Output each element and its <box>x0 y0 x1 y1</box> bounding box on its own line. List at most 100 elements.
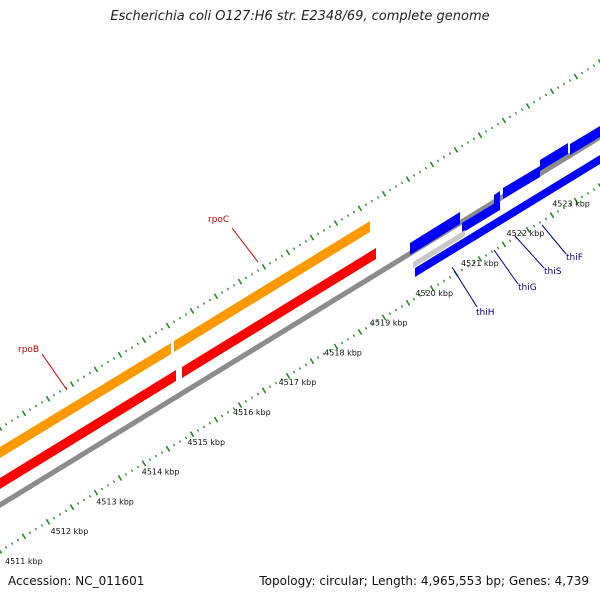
minor-tick <box>346 214 350 218</box>
kbp-label: 4518 kbp <box>324 348 362 357</box>
minor-tick <box>592 188 596 192</box>
kbp-label: 4514 kbp <box>142 468 180 477</box>
minor-tick <box>394 185 398 188</box>
kbp-label: 4512 kbp <box>51 527 89 536</box>
minor-tick <box>52 516 56 520</box>
minor-tick <box>202 302 206 305</box>
minor-tick <box>82 375 86 379</box>
minor-tick <box>10 419 14 423</box>
minor-tick <box>28 408 32 412</box>
minor-tick <box>148 335 152 338</box>
major-tick <box>189 307 195 314</box>
major-tick <box>597 182 600 188</box>
minor-tick <box>88 371 92 375</box>
minor-tick <box>280 378 284 381</box>
major-tick <box>45 395 51 402</box>
minor-tick <box>580 195 584 199</box>
gene-label-thiS: thiS <box>544 267 562 277</box>
thi-feature <box>462 200 500 233</box>
thi-feature <box>494 191 500 204</box>
major-tick <box>213 416 219 423</box>
major-tick <box>573 197 579 204</box>
minor-tick <box>586 67 590 71</box>
minor-tick <box>508 239 512 243</box>
minor-tick <box>178 316 182 320</box>
minor-tick <box>172 320 176 324</box>
minor-tick <box>202 425 206 429</box>
minor-tick <box>316 356 320 359</box>
minor-tick <box>580 71 584 75</box>
minor-tick <box>496 246 500 250</box>
minor-tick <box>448 152 452 155</box>
minor-tick <box>58 513 62 516</box>
minor-tick <box>40 401 44 404</box>
genome-title: Escherichia coli O127:H6 str. E2348/69, … <box>110 9 490 24</box>
major-tick <box>597 58 600 64</box>
major-tick <box>285 372 291 379</box>
minor-tick <box>16 415 20 419</box>
minor-tick <box>244 399 248 403</box>
major-tick <box>141 460 147 467</box>
major-tick <box>93 489 99 496</box>
minor-tick <box>532 224 536 228</box>
minor-tick <box>226 410 230 414</box>
minor-tick <box>268 261 272 265</box>
minor-tick <box>436 283 440 286</box>
minor-tick <box>436 159 440 163</box>
major-tick <box>477 255 483 263</box>
minor-tick <box>316 232 320 236</box>
minor-tick <box>10 542 14 546</box>
major-tick <box>525 226 531 233</box>
major-tick <box>357 205 363 212</box>
minor-tick <box>304 363 308 367</box>
minor-tick <box>52 393 56 397</box>
major-tick <box>549 88 555 95</box>
minor-tick <box>568 78 572 82</box>
minor-tick <box>112 480 116 484</box>
minor-tick <box>274 381 278 385</box>
minor-tick <box>448 275 452 279</box>
kbp-labels: 4511 kbp 4512 kbp 4513 kbp 4514 kbp 4515 kbp… <box>5 199 590 566</box>
minor-tick <box>154 331 158 335</box>
major-tick <box>261 263 267 270</box>
major-tick <box>0 426 3 432</box>
minor-tick <box>388 312 392 316</box>
gene-label-rpoC: rpoC <box>208 215 229 225</box>
major-tick <box>69 504 75 511</box>
rpoB-red-feature <box>0 370 176 489</box>
gene-label-thiG: thiG <box>518 283 537 293</box>
major-tick <box>189 431 195 438</box>
major-tick <box>573 73 579 80</box>
minor-tick <box>256 392 260 396</box>
kbp-label: 4516 kbp <box>233 408 271 417</box>
minor-tick <box>424 290 428 294</box>
minor-tick <box>364 326 368 330</box>
major-tick <box>261 387 267 394</box>
minor-tick <box>112 357 116 360</box>
major-tick <box>21 533 27 540</box>
major-tick <box>21 410 27 417</box>
minor-tick <box>136 465 140 469</box>
minor-tick <box>484 130 488 133</box>
minor-tick <box>178 440 182 443</box>
minor-tick <box>352 334 356 338</box>
minor-tick <box>256 269 260 272</box>
thi-feature <box>540 143 568 171</box>
minor-tick <box>298 367 302 370</box>
kbp-label: 4519 kbp <box>370 319 408 328</box>
minor-tick <box>460 268 464 272</box>
major-tick <box>0 549 3 555</box>
major-tick <box>165 322 171 329</box>
major-tick <box>429 161 435 168</box>
minor-tick <box>376 196 380 199</box>
minor-tick <box>496 122 500 126</box>
minor-tick <box>34 404 38 408</box>
minor-tick <box>292 247 296 251</box>
major-tick <box>333 343 339 350</box>
minor-tick <box>64 509 68 513</box>
major-tick <box>429 285 435 292</box>
rpoC-orange-feature <box>174 221 370 352</box>
minor-tick <box>556 210 560 213</box>
minor-tick <box>400 305 404 308</box>
major-tick <box>333 220 339 227</box>
